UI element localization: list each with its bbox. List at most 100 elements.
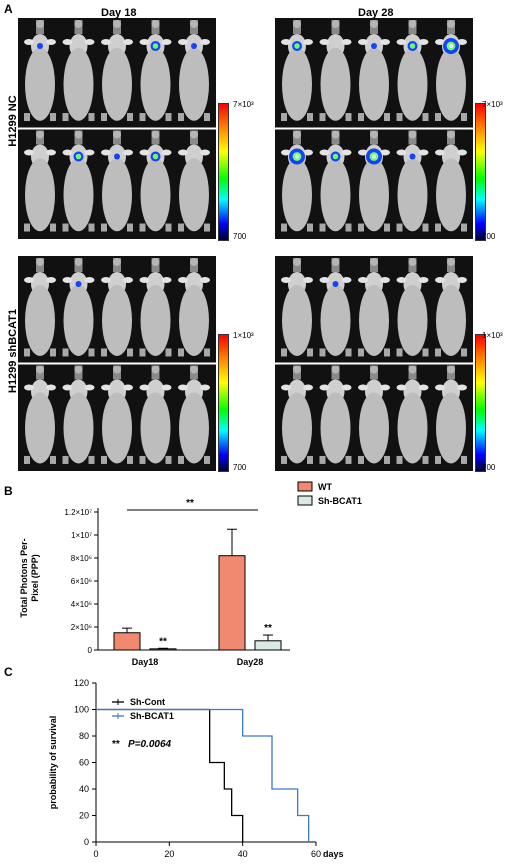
holder-knob [190,365,198,374]
colorbar-sh-day18-max: 1×10³ [233,331,254,340]
mouse-leg [422,113,429,122]
holder-knob [293,258,301,266]
mouse-body [397,158,428,232]
colorbar-nc-day18-min: 700 [233,232,247,241]
mouse-ear [396,39,407,45]
mouse-ear [396,384,407,391]
mouse-leg [435,113,441,122]
holder-knob [113,365,121,374]
mouse-body [102,158,132,232]
mouse-ear [396,277,407,283]
mouse-leg [345,113,352,122]
mouse-leg [101,455,107,464]
y-tick-label: 40 [79,784,89,794]
mouse-ear [200,39,210,45]
mouse-leg [396,455,403,464]
imaging-sh-day28 [275,256,473,471]
mouse-ear [46,384,56,391]
mouse-ear [341,39,352,45]
mouse-leg [345,348,352,357]
holder-knob [370,20,378,28]
mouse-ear [380,277,390,283]
mouse-body [320,392,351,464]
bioluminescence-core [152,43,159,49]
holder-knob [408,130,417,139]
holder-knob [113,258,121,266]
holder-knob [74,365,83,374]
mouse-leg [422,455,429,464]
mouse-ear [84,39,95,45]
mouse-body [359,285,389,356]
bioluminescence-signal [332,281,339,287]
mouse-ear [435,384,445,391]
mouse-ear [46,149,56,156]
mouse-leg [384,223,390,232]
y-tick-label: 100 [74,705,89,715]
mouse-leg [165,455,172,464]
mouse-ear [139,277,150,283]
holder-knob [74,20,83,28]
bar [113,632,141,651]
colorbar-sh-day28 [475,334,486,472]
colorbar-nc-day28-max: 7×10³ [482,100,503,109]
holder-knob [447,258,455,266]
mouse-leg [88,455,95,464]
mouse-ear [281,384,291,391]
colorbar-nc-day28 [475,103,486,241]
mouse-ear [303,149,313,156]
mouse-leg [50,348,56,357]
mouse-leg [345,223,352,232]
holder-knob [293,20,301,28]
mouse-leg [461,223,467,232]
mouse-leg [88,223,95,232]
mouse-ear [281,149,291,156]
mouse-leg [358,348,364,357]
mouse-ear [396,149,407,156]
imaging-nc-day28 [275,18,473,239]
holder-knob [36,258,44,266]
mouse-body [25,47,55,121]
mouse-ear [418,39,429,45]
mouse-ear [62,149,73,156]
mouse-body [436,392,466,464]
mouse-leg [422,223,429,232]
mouse-leg [358,455,364,464]
mouse-leg [88,348,95,357]
mouse-leg [396,348,403,357]
mouse-leg [281,113,287,122]
mouse-ear [200,149,210,156]
mouse-ear [123,149,133,156]
mouse-leg [319,113,326,122]
mouse-leg [127,113,133,122]
mouse-body [179,47,209,121]
holder-knob [331,130,340,139]
bar [149,648,177,651]
mouse-body [179,158,209,232]
mouse-leg [319,348,326,357]
mouse-leg [281,348,287,357]
mouse-ear [418,384,429,391]
mouse-leg [384,113,390,122]
bar-chart: Total Photons Per-Pixel (PPP) 0 2×10⁶ 4×10… [19,481,362,667]
mouse-ear [161,39,172,45]
mouse-body [320,158,351,232]
mouse-leg [178,348,184,357]
holder-knob [408,20,417,28]
mouse-leg [422,348,429,357]
mouse-body [140,47,171,121]
mouse-leg [461,455,467,464]
mouse-body [140,392,171,464]
mouse-body [25,158,55,232]
bioluminescence-signal [114,153,120,160]
mouse-leg [307,113,313,122]
mouse-body [102,285,132,356]
significance-day28: ** [264,623,272,634]
mouse-body [63,158,94,232]
mouse-body [436,285,466,356]
row-divider [275,127,473,130]
bioluminescence-peak [295,154,299,159]
day18-label: Day 18 [101,7,137,19]
holder-knob [370,365,378,374]
mouse-leg [101,348,107,357]
row-divider [18,127,216,130]
